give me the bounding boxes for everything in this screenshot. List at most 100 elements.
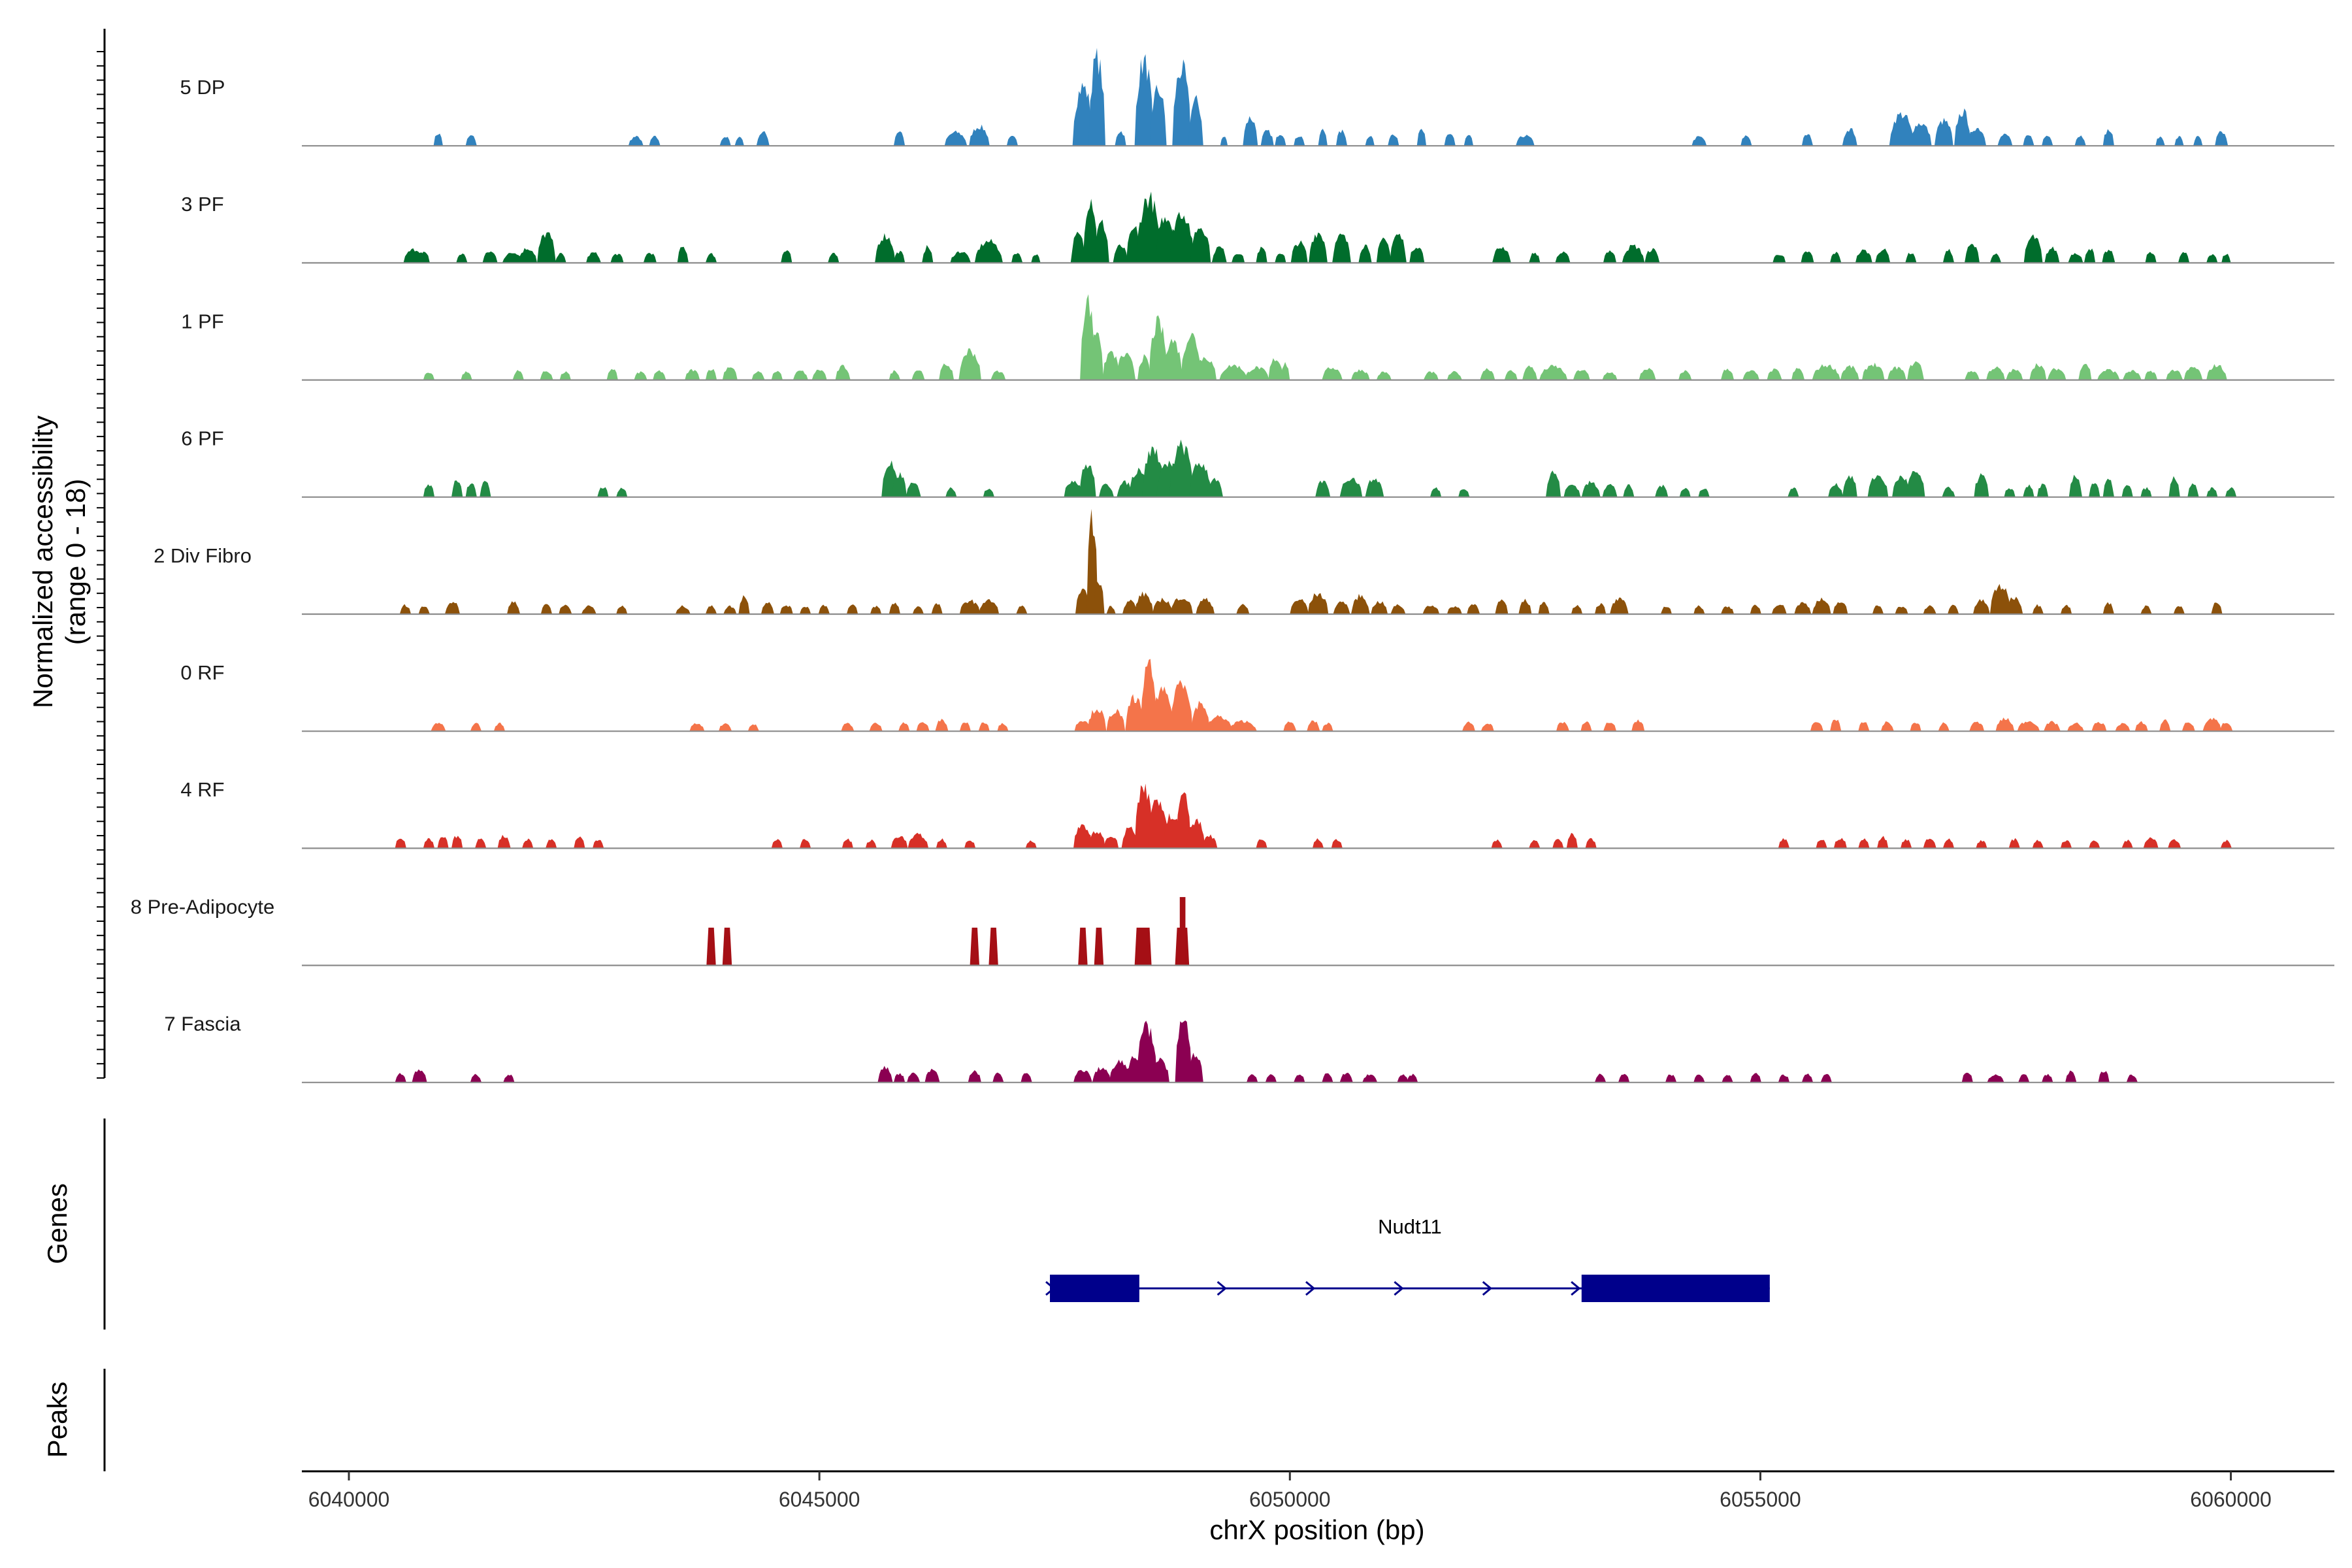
peak-6-pf-12 — [1079, 464, 1096, 497]
genes-panel: Genes Nudt11 — [42, 1119, 1770, 1330]
peak-3-pf-55 — [1965, 244, 1980, 263]
peak-5-dp-39 — [1967, 127, 1987, 146]
coverage-tracks: 5 DP 3 PF 1 PF 6 PF 2 Div Fibro 0 RF 4 RF 8 Pre… — [131, 48, 2334, 1083]
peak-7-fascia-25 — [1397, 1074, 1409, 1083]
peak-1-pf-7 — [653, 370, 666, 380]
peak-3-pf-52 — [1875, 248, 1891, 263]
peak-1-pf-40 — [1504, 370, 1518, 380]
x-tick-label-1: 6045000 — [779, 1488, 860, 1511]
peak-2-div-fibro-23 — [1016, 605, 1028, 614]
peak-1-pf-35 — [1350, 369, 1370, 380]
peak-2-div-fibro-33 — [1236, 604, 1250, 614]
peak-3-pf-1 — [418, 252, 430, 263]
peak-2-div-fibro-0 — [399, 604, 412, 614]
peak-5-dp-44 — [2102, 129, 2114, 146]
peak-3-pf-60 — [2083, 248, 2096, 263]
peak-6-pf-13 — [1098, 483, 1114, 497]
peak-3-pf-48 — [1772, 255, 1786, 263]
peak-6-pf-14 — [1117, 480, 1134, 497]
peak-3-pf-46 — [1622, 244, 1645, 263]
track-2-div-fibro: 2 Div Fibro — [154, 508, 2334, 615]
peak-7-fascia-4 — [877, 1066, 893, 1083]
peak-2-div-fibro-60 — [1948, 604, 1959, 614]
peak-0-rf-8 — [898, 722, 910, 732]
peak-7-fascia-30 — [1693, 1074, 1705, 1083]
peak-6-pf-3 — [480, 481, 491, 497]
peak-1-pf-6 — [634, 371, 647, 380]
peak-1-pf-61 — [2078, 364, 2092, 380]
peak-1-pf-5 — [606, 368, 618, 380]
track-3-pf: 3 PF — [181, 191, 2334, 264]
peak-1-pf-27 — [1162, 338, 1183, 380]
peak-2-div-fibro-15 — [818, 604, 830, 614]
peak-1-pf-22 — [1090, 332, 1104, 380]
peak-0-rf-2 — [493, 722, 506, 732]
peak-6-pf-21 — [1315, 480, 1331, 497]
peak-6-pf-5 — [616, 487, 628, 497]
peak-4-rf-6 — [522, 838, 534, 849]
peak-3-pf-11 — [677, 246, 689, 263]
peak-2-div-fibro-54 — [1794, 602, 1812, 614]
peak-3-pf-36 — [1309, 232, 1328, 263]
peak-2-div-fibro-28 — [1122, 599, 1137, 614]
track-7-fascia: 7 Fascia — [164, 1013, 2334, 1083]
peak-5-dp-43 — [2074, 135, 2086, 146]
block-8-pre-adipocyte-6 — [1134, 927, 1152, 966]
peak-4-rf-51 — [2143, 837, 2159, 849]
peak-0-rf-40 — [1995, 717, 2015, 732]
peak-6-pf-4 — [597, 487, 609, 497]
peak-0-rf-39 — [1969, 721, 1985, 732]
peak-7-fascia-19 — [1247, 1074, 1258, 1083]
peak-0-rf-49 — [2202, 717, 2222, 732]
peak-1-pf-4 — [559, 371, 571, 380]
peak-6-pf-23 — [1365, 478, 1384, 497]
peak-7-fascia-13 — [1109, 1059, 1132, 1083]
peak-4-rf-2 — [437, 837, 449, 849]
peak-7-fascia-24 — [1362, 1074, 1378, 1083]
peak-6-pf-36 — [1842, 475, 1857, 497]
block-8-pre-adipocyte-0 — [706, 927, 716, 966]
peak-7-fascia-15 — [1136, 1021, 1158, 1083]
peak-1-pf-2 — [512, 370, 524, 380]
peak-2-div-fibro-59 — [1923, 605, 1936, 614]
peak-0-rf-44 — [2091, 721, 2107, 732]
peak-1-pf-38 — [1446, 370, 1462, 380]
peak-7-fascia-23 — [1339, 1072, 1353, 1083]
peak-3-pf-8 — [586, 252, 601, 263]
peak-7-fascia-42 — [2126, 1074, 2138, 1083]
peak-2-div-fibro-32 — [1196, 597, 1215, 614]
peak-1-pf-14 — [811, 369, 827, 380]
peak-4-rf-27 — [1186, 819, 1205, 849]
peak-2-div-fibro-18 — [889, 602, 900, 614]
block-8-pre-adipocyte-2 — [970, 927, 979, 966]
strand-chevron-2 — [1305, 1281, 1316, 1296]
peak-0-rf-24 — [1283, 721, 1297, 732]
peak-2-div-fibro-21 — [959, 599, 981, 614]
peak-3-pf-6 — [537, 232, 556, 263]
peak-2-div-fibro-56 — [1833, 602, 1848, 614]
peak-2-div-fibro-58 — [1895, 606, 1908, 614]
peak-3-pf-53 — [1905, 252, 1917, 263]
peak-1-pf-31 — [1245, 366, 1269, 380]
peak-1-pf-0 — [423, 372, 435, 380]
peak-0-rf-42 — [2044, 721, 2061, 732]
peak-6-pf-11 — [1064, 480, 1083, 497]
peak-2-div-fibro-65 — [2060, 604, 2072, 614]
peak-4-rf-38 — [1816, 840, 1827, 849]
peak-7-fascia-39 — [2042, 1073, 2053, 1083]
y-axis-range-label: (range 0 - 18) — [60, 479, 91, 645]
peak-1-pf-24 — [1115, 353, 1136, 380]
peak-2-div-fibro-67 — [2140, 605, 2152, 614]
peak-6-pf-53 — [2225, 487, 2237, 497]
x-tick-label-3: 6055000 — [1720, 1488, 1801, 1511]
peak-1-pf-58 — [2006, 368, 2023, 380]
track-8-pre-adipocyte: 8 Pre-Adipocyte — [131, 895, 2334, 966]
peak-3-pf-35 — [1290, 240, 1308, 263]
track-label-3-pf: 3 PF — [181, 193, 223, 216]
peak-0-rf-43 — [2067, 722, 2084, 732]
peak-5-dp-23 — [1318, 129, 1328, 146]
track-label-6-pf: 6 PF — [181, 427, 223, 450]
peak-0-rf-17 — [1125, 694, 1144, 732]
peak-4-rf-0 — [395, 838, 406, 849]
peak-4-rf-21 — [1103, 836, 1119, 849]
